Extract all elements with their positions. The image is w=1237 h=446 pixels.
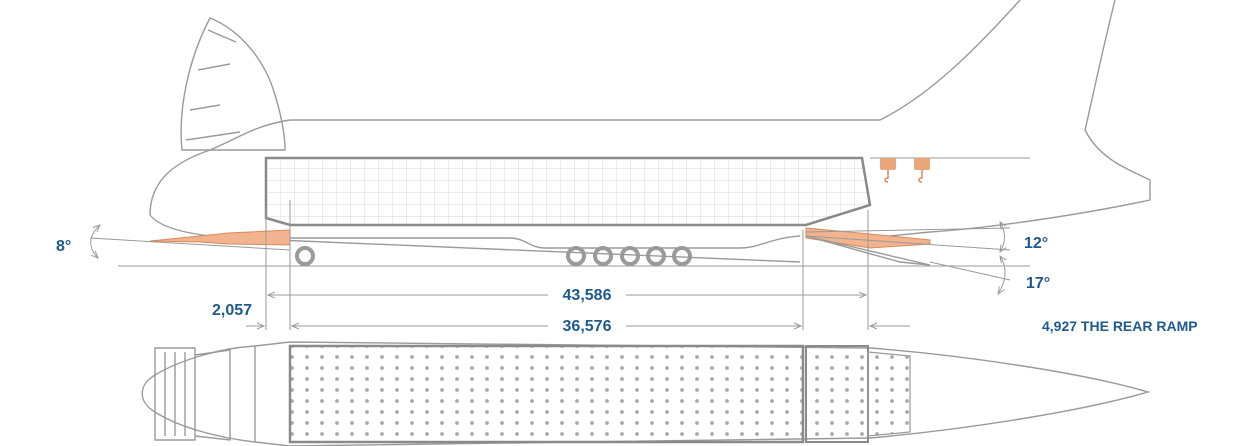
belly-outline	[290, 235, 801, 249]
belly-base	[229, 237, 801, 263]
cargo-floor-length-label: 36,576	[563, 318, 612, 335]
overall-hold-length-label: 43,586	[563, 287, 612, 304]
rear-angle-arc-upper	[1000, 222, 1005, 252]
nose-visor-ribs	[185, 29, 241, 141]
rear-angle-arc-lower	[998, 256, 1005, 294]
crane-hoist	[914, 158, 930, 170]
labels: 8° 12° 17° 2,057 43,586 36,576 4,927 THE…	[56, 235, 1198, 336]
main-wheel	[620, 246, 640, 266]
nose-angle-arc	[90, 225, 100, 258]
rear-ramp-guide-upper	[805, 227, 1011, 233]
nose-visor-plan-ribs	[164, 352, 186, 436]
crane-hoist	[880, 158, 896, 170]
rear-floor-plan	[805, 345, 869, 443]
cargo-floor-plan	[288, 344, 805, 444]
nose-visor-plan	[154, 347, 196, 441]
rear-ramp-guide-lower	[929, 261, 1011, 281]
side-view	[89, 0, 1151, 294]
rear-ramp-plan	[867, 351, 911, 437]
rear-ramp-upper-angle-label: 12°	[1024, 235, 1048, 252]
rear-ramp-guide-mid	[805, 235, 1011, 251]
rear-ramp-lower-angle-label: 17°	[1026, 275, 1050, 292]
nose-wheel	[295, 246, 315, 266]
landing-gear	[295, 246, 692, 266]
front-ramp-length-label: 2,057	[212, 302, 252, 319]
main-wheel	[672, 246, 692, 266]
nose-ramp-guide	[89, 237, 291, 251]
main-wheel	[646, 246, 666, 266]
main-wheel	[593, 246, 613, 266]
cargo-hold-box	[264, 156, 872, 227]
nose-visor	[180, 17, 286, 151]
main-wheel	[566, 246, 586, 266]
nose-ramp-angle-label: 8°	[56, 238, 71, 255]
rear-ramp-length-label: 4,927 THE REAR RAMP	[1042, 318, 1198, 334]
overhead-crane-hoists	[880, 158, 930, 183]
nose-ramp-plan	[194, 349, 231, 441]
plan-view	[141, 341, 1151, 446]
